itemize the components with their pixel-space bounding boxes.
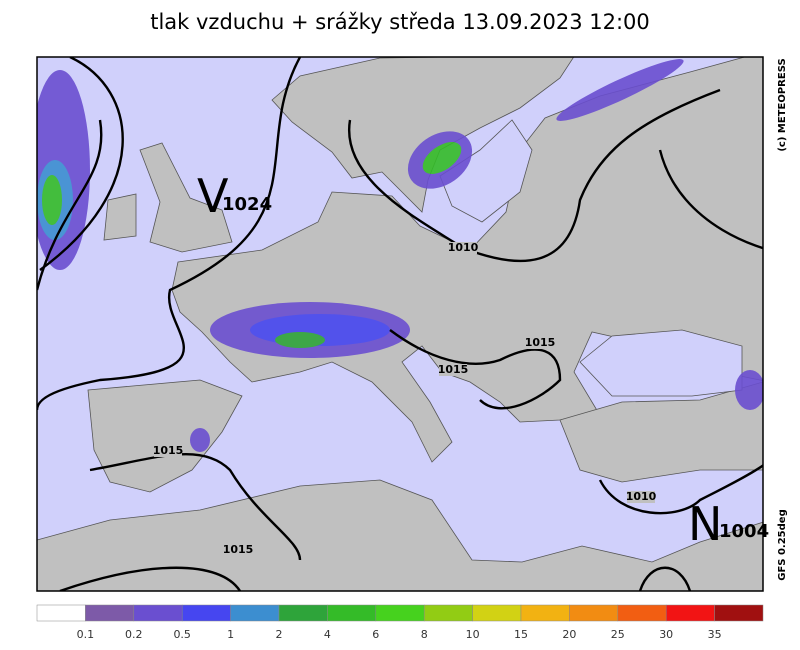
- legend-tick-label: 1: [227, 628, 234, 641]
- map-area: [37, 57, 763, 591]
- isobar-label: 1015: [438, 363, 469, 376]
- high-letter: V: [197, 169, 229, 223]
- isobar-label-bg: [526, 337, 554, 349]
- low-value: 1004: [719, 521, 769, 542]
- isobar-label: 1015: [525, 336, 556, 349]
- legend-swatch: [230, 604, 280, 622]
- legend-tick-label: 8: [421, 628, 428, 641]
- isobar-label-bg: [627, 491, 655, 503]
- isobar-label: 1015: [153, 444, 184, 457]
- isobar-label-bg: [439, 364, 467, 376]
- legend-tick-label: 20: [562, 628, 576, 641]
- legend-swatch: [36, 604, 86, 622]
- isobar-label: 1015: [223, 543, 254, 556]
- isobars: [37, 57, 763, 591]
- legend-swatch: [665, 604, 715, 622]
- legend-tick-label: 0.2: [125, 628, 143, 641]
- legend-swatch: [278, 604, 328, 622]
- legend-tick-label: 0.1: [77, 628, 95, 641]
- legend-swatch: [327, 604, 377, 622]
- color-legend: 0.1 0.2 0.5 1 2 4 6 8 10 15 20 25 30 35: [36, 604, 764, 641]
- legend-swatch: [85, 604, 135, 622]
- map-frame: [36, 56, 764, 592]
- copyright: (c) METEOPRESS: [777, 58, 788, 151]
- legend-swatch: [520, 604, 570, 622]
- legend-tick-label: 4: [324, 628, 331, 641]
- legend-swatch: [472, 604, 522, 622]
- isobar-label: 1010: [448, 241, 479, 254]
- legend-tick-label: 10: [466, 628, 480, 641]
- legend-swatch: [181, 604, 231, 622]
- isobar-label-bg: [154, 445, 182, 457]
- legend-swatch: [423, 604, 473, 622]
- legend-tick-label: 30: [659, 628, 673, 641]
- pressure-centers: V 1024 N 1004: [197, 169, 769, 551]
- legend-tick-label: 35: [708, 628, 722, 641]
- legend-tick-label: 6: [372, 628, 379, 641]
- legend-tick-label: 25: [611, 628, 625, 641]
- legend-swatch: [714, 604, 764, 622]
- isobar-labels: 1010 1015 1015 1015 1010 1015: [153, 241, 657, 556]
- high-value: 1024: [222, 194, 272, 215]
- map-title: tlak vzduchu + srážky středa 13.09.2023 …: [150, 10, 650, 34]
- low-letter: N: [688, 497, 722, 551]
- legend-tick-label: 2: [276, 628, 283, 641]
- legend-swatch: [375, 604, 425, 622]
- model-name: GFS 0.25deg: [777, 509, 788, 581]
- legend-tick-label: 15: [514, 628, 528, 641]
- isobar-label: 1010: [626, 490, 657, 503]
- legend-swatch: [569, 604, 619, 622]
- legend-swatch: [617, 604, 667, 622]
- isobar-label-bg: [449, 242, 477, 254]
- legend-tick-label: 0.5: [173, 628, 191, 641]
- legend-swatch: [133, 604, 183, 622]
- precipitation: [37, 59, 763, 452]
- isobar-label-bg: [224, 544, 252, 556]
